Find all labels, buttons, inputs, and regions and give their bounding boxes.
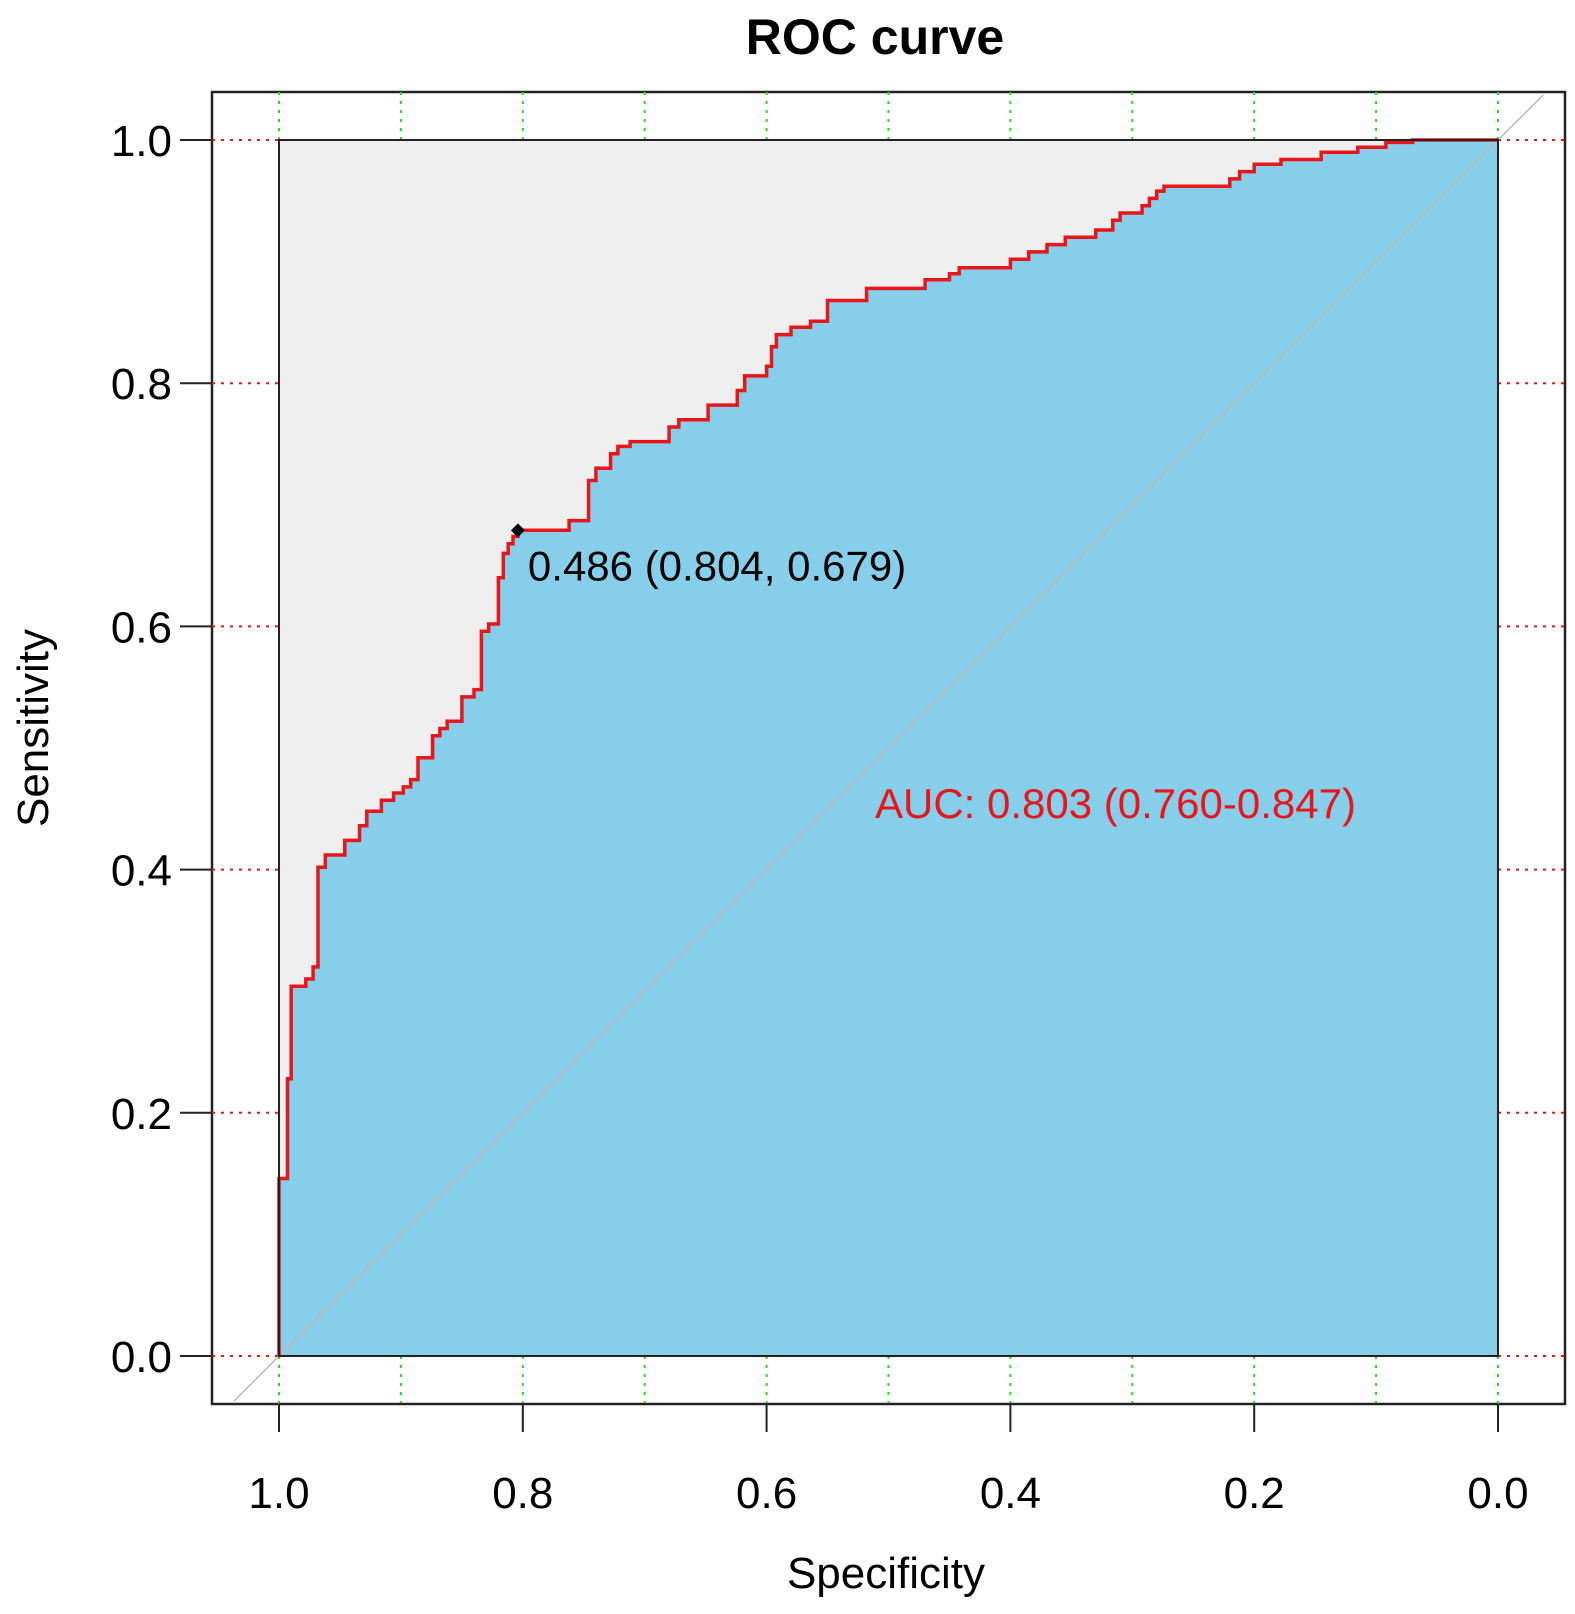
x-tick-label: 1.0 bbox=[248, 1469, 309, 1518]
y-axis-label: Sensitivity bbox=[9, 629, 58, 827]
x-tick-label: 0.2 bbox=[1224, 1469, 1285, 1518]
y-tick-label: 0.4 bbox=[111, 847, 172, 896]
x-axis-label: Specificity bbox=[787, 1549, 985, 1598]
x-tick-label: 0.4 bbox=[980, 1469, 1041, 1518]
x-tick-label: 0.8 bbox=[492, 1469, 553, 1518]
threshold-label: 0.486 (0.804, 0.679) bbox=[528, 542, 906, 589]
y-tick-label: 0.6 bbox=[111, 603, 172, 652]
x-tick-label: 0.6 bbox=[736, 1469, 797, 1518]
diagonal-reference-line bbox=[233, 94, 1544, 1402]
grid-lines bbox=[212, 92, 1565, 1404]
x-axis: 1.0 0.8 0.6 0.4 0.2 0.0 bbox=[248, 1403, 1529, 1518]
y-tick-label: 0.0 bbox=[111, 1333, 172, 1382]
auc-annotation: AUC: 0.803 (0.760-0.847) bbox=[875, 780, 1356, 827]
y-tick-label: 0.8 bbox=[111, 360, 172, 409]
threshold-point-marker bbox=[510, 523, 525, 538]
roc-curve-line bbox=[277, 138, 1498, 1356]
chart-title: ROC curve bbox=[746, 9, 1004, 65]
x-tick-label: 0.0 bbox=[1467, 1469, 1528, 1518]
plot-region-border bbox=[278, 139, 1499, 1357]
y-tick-label: 0.2 bbox=[111, 1090, 172, 1139]
y-axis: 0.0 0.2 0.4 0.6 0.8 1.0 bbox=[111, 117, 212, 1382]
y-tick-label: 1.0 bbox=[111, 117, 172, 166]
